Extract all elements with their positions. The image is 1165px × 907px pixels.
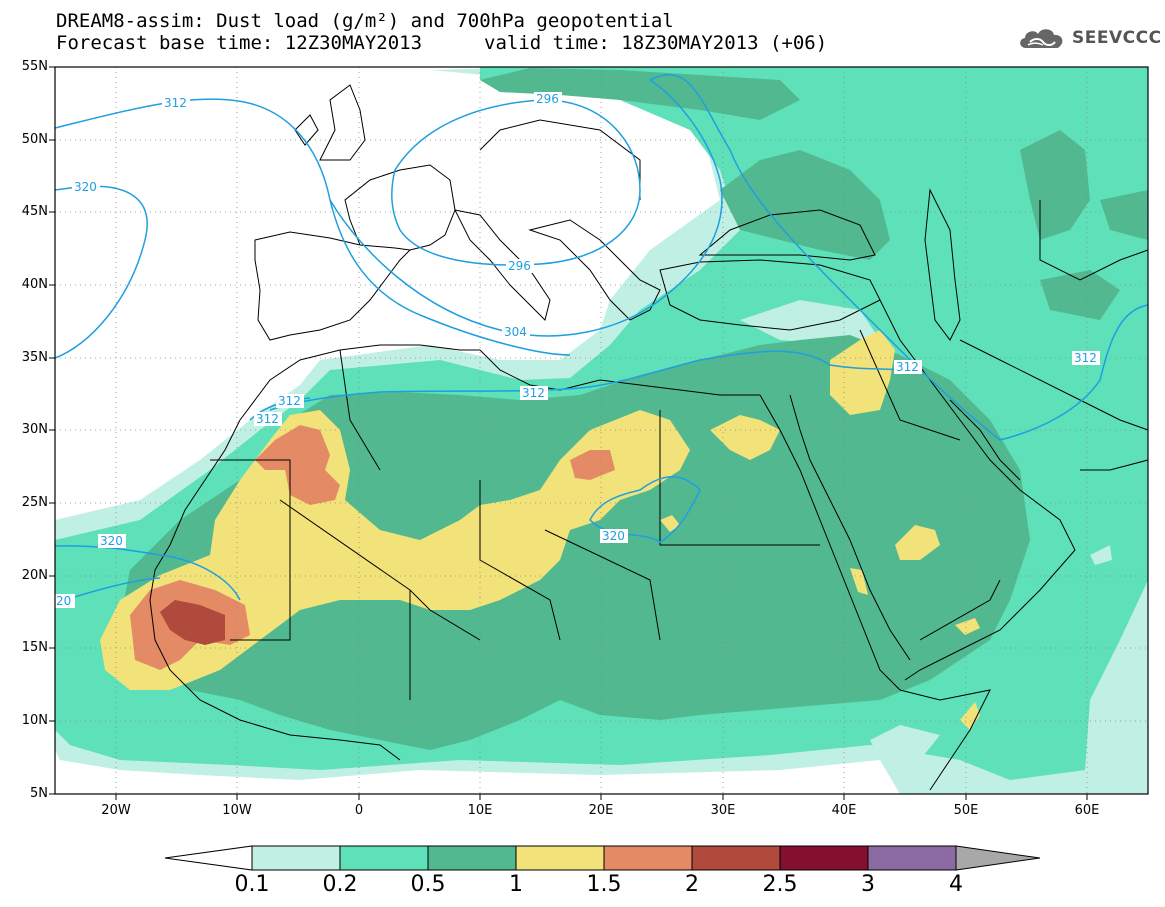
colorbar-bin bbox=[427, 845, 517, 871]
dust-level-2 bbox=[160, 600, 225, 645]
lat-label: 25N bbox=[21, 495, 48, 510]
colorbar-label: 0.1 bbox=[234, 872, 270, 897]
lat-label: 15N bbox=[21, 640, 48, 655]
colorbar-bin bbox=[691, 845, 781, 871]
dust-level-0.5-northeast bbox=[1020, 130, 1090, 240]
dust-level-0.5-central bbox=[1040, 270, 1120, 320]
contour-label: 20 bbox=[56, 594, 71, 608]
contour-label: 312 bbox=[164, 96, 187, 110]
contour-320-west bbox=[55, 185, 148, 359]
dust-level-0.1-lobe bbox=[870, 725, 940, 760]
colorbar-bin bbox=[515, 845, 605, 871]
lon-label: 60E bbox=[1074, 803, 1100, 818]
colorbar-label: 4 bbox=[949, 872, 963, 897]
contour-label: 312 bbox=[896, 360, 919, 374]
contour-label: 304 bbox=[504, 325, 527, 339]
lon-label: 30E bbox=[710, 803, 736, 818]
dust-level-0.1-lobe bbox=[740, 300, 880, 345]
lon-label: 20W bbox=[101, 803, 131, 818]
colorbar bbox=[164, 845, 1041, 871]
contour-label: 312 bbox=[1074, 351, 1097, 365]
logo-text: SEEVCCC bbox=[1072, 28, 1162, 48]
lon-label: 0 bbox=[354, 803, 364, 818]
lon-label: 10W bbox=[222, 803, 252, 818]
lon-label: 20E bbox=[588, 803, 614, 818]
valid-time: valid time: 18Z30MAY2013 (+06) bbox=[484, 32, 828, 54]
coastlines bbox=[149, 84, 1148, 791]
dust-level-0.5-east bbox=[1100, 190, 1148, 240]
lon-label: 40E bbox=[831, 803, 857, 818]
colorbar-label: 2.5 bbox=[762, 872, 798, 897]
contour-label: 296 bbox=[508, 259, 531, 273]
map-title: DREAM8-assim: Dust load (g/m²) and 700hP… bbox=[56, 10, 674, 32]
colorbar-bin bbox=[251, 845, 341, 871]
dust-level-1-spot bbox=[955, 618, 980, 635]
lat-label: 5N bbox=[30, 786, 48, 801]
dust-level-1-spot bbox=[850, 568, 868, 595]
contour-320-center bbox=[589, 476, 701, 543]
contour-label: 320 bbox=[74, 180, 97, 194]
axis-ticks bbox=[49, 66, 1088, 800]
contour-label: 312 bbox=[256, 412, 279, 426]
dust-level-1-sinai bbox=[710, 415, 780, 460]
cloud-icon bbox=[1020, 29, 1063, 48]
lat-label: 20N bbox=[21, 568, 48, 583]
colorbar-bin bbox=[779, 845, 869, 871]
contour-label: 296 bbox=[536, 92, 559, 106]
lat-label: 35N bbox=[21, 350, 48, 365]
contour-320-west2 bbox=[55, 545, 241, 601]
colorbar-over-arrow bbox=[955, 845, 1041, 871]
lat-label: 10N bbox=[21, 713, 48, 728]
graticule bbox=[55, 67, 1148, 794]
contour-296 bbox=[390, 99, 641, 266]
dust-field: 312 320 296 296 304 312 312 312 312 312 … bbox=[55, 67, 1148, 794]
dust-level-0.1-lobe bbox=[1090, 545, 1112, 565]
dust-level-1-spot bbox=[895, 525, 940, 560]
lat-label: 55N bbox=[21, 59, 48, 74]
colorbar-label: 0.5 bbox=[410, 872, 446, 897]
dust-level-0.5-north bbox=[720, 150, 890, 260]
contour-label: 320 bbox=[100, 534, 123, 548]
dust-level-1-spot bbox=[660, 515, 680, 532]
dust-level-1.5-libya bbox=[570, 450, 615, 480]
colorbar-bin bbox=[603, 845, 693, 871]
lon-label: 50E bbox=[953, 803, 979, 818]
contour-label-group: 312 320 296 296 304 312 312 312 312 312 … bbox=[55, 92, 1100, 608]
colorbar-bin bbox=[339, 845, 429, 871]
lon-label: 10E bbox=[467, 803, 493, 818]
seevccc-logo: SEEVCCC bbox=[1016, 24, 1162, 52]
dust-level-1-spot bbox=[960, 702, 980, 730]
contour-label: 312 bbox=[278, 394, 301, 408]
contour-label: 320 bbox=[602, 529, 625, 543]
colorbar-bin bbox=[867, 845, 957, 871]
colorbar-label: 1.5 bbox=[586, 872, 622, 897]
colorbar-label: 3 bbox=[861, 872, 875, 897]
colorbar-label: 0.2 bbox=[322, 872, 358, 897]
dust-level-1.5 bbox=[255, 425, 340, 505]
lat-label: 45N bbox=[21, 204, 48, 219]
lat-label: 50N bbox=[21, 132, 48, 147]
contour-304 bbox=[329, 79, 723, 337]
colorbar-under-arrow bbox=[164, 845, 253, 871]
contour-312-mid bbox=[269, 350, 901, 411]
colorbar-label: 1 bbox=[509, 872, 523, 897]
dust-level-1-arabia bbox=[830, 330, 895, 415]
colorbar-label: 2 bbox=[685, 872, 699, 897]
lat-label: 40N bbox=[21, 277, 48, 292]
contour-label: 312 bbox=[522, 386, 545, 400]
forecast-base-time: Forecast base time: 12Z30MAY2013 bbox=[56, 32, 423, 54]
lat-label: 30N bbox=[21, 422, 48, 437]
dust-level-0.5-north2 bbox=[480, 68, 800, 120]
